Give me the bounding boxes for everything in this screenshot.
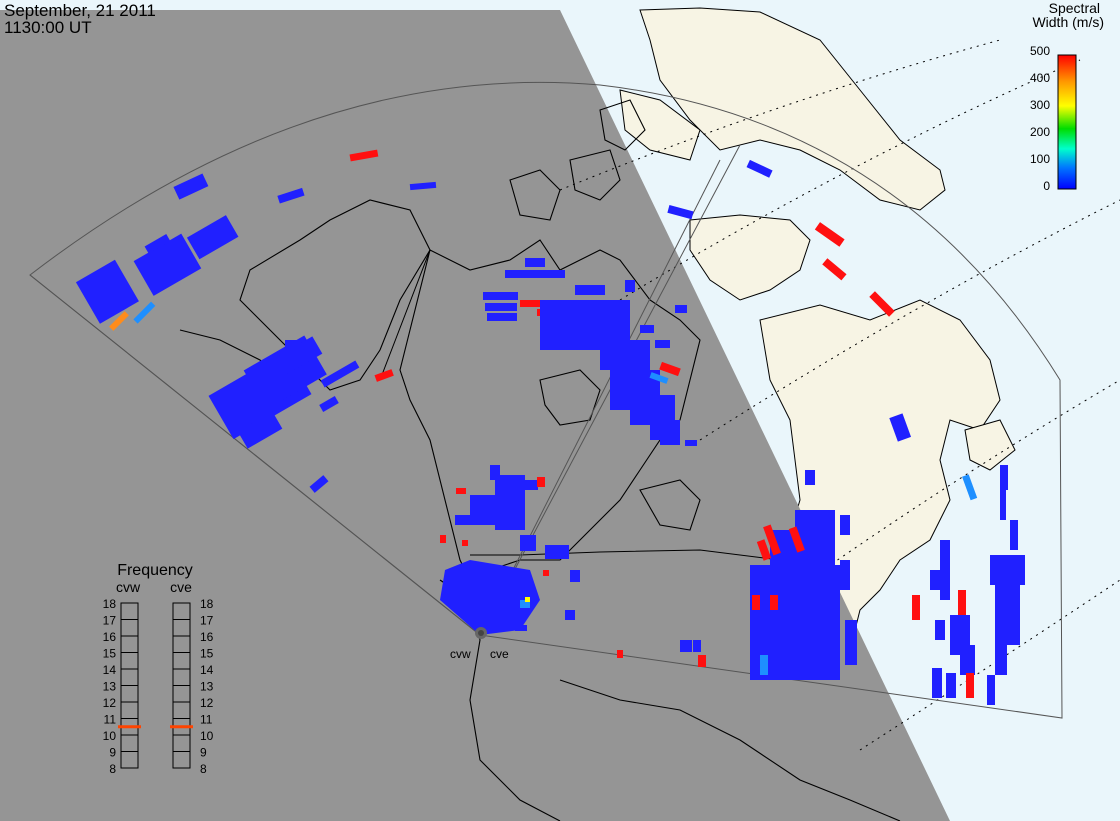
borders bbox=[379, 249, 781, 561]
fov-outer bbox=[29, 81, 1063, 719]
us-border-east bbox=[559, 679, 901, 821]
colorbar bbox=[1057, 54, 1077, 190]
frequency-tick-17: 17 bbox=[200, 614, 214, 628]
canada-west-coast bbox=[399, 239, 701, 581]
frequency-panel: Frequency cvw cve 18 18 17 17 16 16 15 15 14 14 13… bbox=[103, 562, 214, 776]
frequency-tick-14: 14 bbox=[200, 663, 214, 677]
frequency-cell-cvw bbox=[120, 751, 139, 769]
legend-tick-100: 100 bbox=[1030, 152, 1050, 166]
echoes-north bbox=[483, 159, 773, 446]
arctic-island-2 bbox=[569, 149, 621, 201]
frequency-tick-8: 8 bbox=[200, 762, 207, 776]
echoes-east bbox=[617, 222, 1025, 705]
frequency-tick-15: 15 bbox=[103, 647, 117, 661]
frequency-tick-9: 9 bbox=[200, 746, 207, 760]
frequency-tick-16: 16 bbox=[200, 630, 214, 644]
radar-sites bbox=[475, 627, 487, 639]
arctic-island-1 bbox=[509, 169, 561, 221]
alaska-coast bbox=[239, 199, 431, 391]
latitude-line-1 bbox=[559, 39, 1001, 191]
frequency-tick-18: 18 bbox=[200, 597, 214, 611]
colorbar-legend: Spectral Width (m/s) 500 400 300 200 100… bbox=[1030, 0, 1104, 193]
greenland-landmass bbox=[639, 7, 946, 211]
ellesmere-landmass bbox=[619, 89, 701, 161]
night-shadow bbox=[0, 10, 950, 821]
frequency-tick-14: 14 bbox=[103, 663, 117, 677]
frequency-tick-18: 18 bbox=[103, 597, 117, 611]
legend-tick-300: 300 bbox=[1030, 98, 1050, 112]
frequency-columns bbox=[120, 602, 191, 769]
fov-west-edge bbox=[29, 274, 481, 636]
baffin-landmass bbox=[689, 214, 811, 301]
date-label: September, 21 2011 bbox=[4, 1, 156, 20]
frequency-radar-cve: cve bbox=[170, 579, 192, 595]
latitude-line-2 bbox=[619, 59, 1081, 301]
frequency-tick-12: 12 bbox=[200, 696, 214, 710]
station-label-cvw: cvw bbox=[450, 647, 471, 661]
latitude-line-5 bbox=[859, 579, 1120, 751]
legend-tick-0: 0 bbox=[1043, 179, 1050, 193]
frequency-tick-13: 13 bbox=[103, 680, 117, 694]
frequency-ticks: 18 18 17 17 16 16 15 15 14 14 13 13 12 12 11 11 10 10 9 9 8 8 bbox=[103, 597, 214, 776]
legend-title-line1: Spectral bbox=[1049, 0, 1100, 16]
frequency-tick-10: 10 bbox=[103, 729, 117, 743]
hudson-bay-coast bbox=[639, 479, 701, 531]
frequency-tick-16: 16 bbox=[103, 630, 117, 644]
newfoundland-landmass bbox=[964, 419, 1016, 471]
frequency-title: Frequency bbox=[117, 562, 193, 579]
fov-beam-a bbox=[479, 159, 721, 636]
frequency-cell-cve bbox=[172, 751, 191, 769]
canada-us-border bbox=[470, 549, 781, 561]
station-label-cve: cve bbox=[490, 647, 509, 661]
legend-title-line2: Width (m/s) bbox=[1032, 14, 1104, 30]
frequency-tick-17: 17 bbox=[103, 614, 117, 628]
arctic-island-3 bbox=[599, 99, 646, 151]
frequency-tick-11: 11 bbox=[200, 713, 213, 727]
hudson-bay-island bbox=[539, 369, 601, 426]
echoes-central bbox=[440, 465, 580, 635]
frequency-tick-13: 13 bbox=[200, 680, 214, 694]
legend-tick-400: 400 bbox=[1030, 71, 1050, 85]
latitude-line-3 bbox=[699, 199, 1120, 441]
alaska-canada-border bbox=[379, 249, 431, 381]
latitude-line-4 bbox=[779, 379, 1120, 601]
legend-tick-200: 200 bbox=[1030, 125, 1050, 139]
echoes-west bbox=[75, 149, 437, 493]
frequency-tick-11: 11 bbox=[104, 713, 117, 727]
frequency-tick-12: 12 bbox=[103, 696, 117, 710]
time-label: 1130:00 UT bbox=[4, 18, 92, 37]
frequency-tick-10: 10 bbox=[200, 729, 214, 743]
legend-tick-500: 500 bbox=[1030, 44, 1050, 58]
frequency-tick-9: 9 bbox=[109, 746, 116, 760]
frequency-tick-15: 15 bbox=[200, 647, 214, 661]
frequency-tick-8: 8 bbox=[109, 762, 116, 776]
frequency-radar-cvw: cvw bbox=[116, 579, 141, 595]
timestamp-header: September, 21 2011 1130:00 UT bbox=[4, 2, 156, 36]
lat-circles bbox=[559, 39, 1120, 751]
